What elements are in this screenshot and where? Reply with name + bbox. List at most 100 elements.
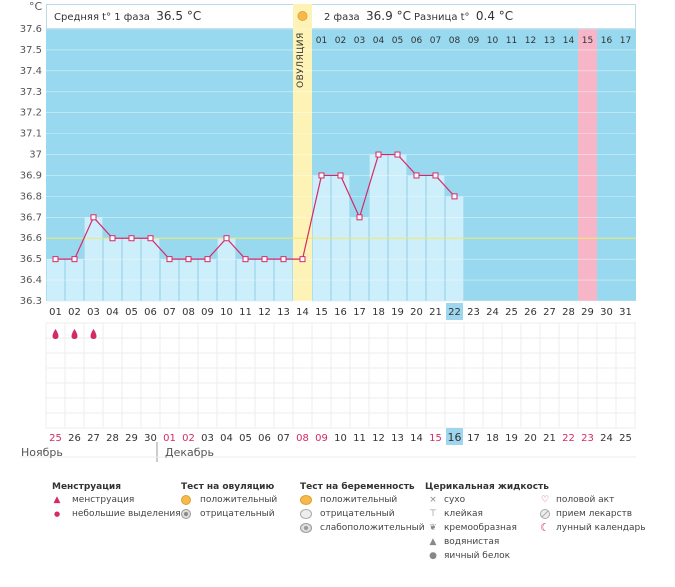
- cycle-day-label: 08: [182, 307, 195, 318]
- menstruation-drop-icon: [52, 329, 59, 339]
- month-december: Декабрь: [165, 446, 214, 459]
- legend-pregnancy-test-title: Тест на беременность: [300, 482, 415, 492]
- cycle-day-label: 09: [201, 307, 214, 318]
- temperature-point: [318, 172, 325, 179]
- legend-menstruation-title: Менструация: [52, 482, 121, 492]
- legend-item: положительный: [320, 495, 398, 505]
- legend-ovulation-test-title: Тест на овуляцию: [181, 482, 275, 492]
- y-tick-label: 36.9: [20, 170, 42, 181]
- phase2-day-label: 11: [506, 36, 517, 46]
- cycle-day-label: 02: [68, 307, 81, 318]
- cycle-day-label: 03: [87, 307, 100, 318]
- y-tick-label: 36.5: [20, 254, 42, 265]
- legend-item: слабоположительный: [320, 523, 425, 533]
- y-tick-label: 37.4: [20, 66, 42, 77]
- temperature-bar: [141, 237, 160, 302]
- cycle-day-label: 17: [353, 307, 366, 318]
- highlight-day-column: [578, 29, 597, 301]
- egg-white-icon: ●: [429, 551, 437, 561]
- difference-value: 0.4 °C: [475, 9, 514, 23]
- pill-icon: [540, 509, 550, 519]
- date-label: 20: [524, 433, 537, 444]
- cycle-day-label: 24: [486, 307, 499, 318]
- temperature-point: [147, 235, 154, 242]
- date-label: 24: [600, 433, 613, 444]
- legend-item: небольшие выделения: [72, 509, 181, 519]
- temperature-point: [280, 256, 287, 263]
- date-label: 19: [505, 433, 518, 444]
- phase2-day-label: 03: [354, 36, 365, 46]
- legend-item: лунный календарь: [556, 523, 646, 533]
- phase2-day-label: 01: [316, 36, 327, 46]
- difference-label: Разница t°: [414, 12, 470, 23]
- temperature-point: [299, 256, 306, 263]
- today-highlight: [446, 303, 463, 320]
- temperature-bar: [388, 154, 407, 302]
- menstruation-drop-icon: [71, 329, 78, 339]
- cycle-day-label: 10: [220, 307, 233, 318]
- cycle-day-label: 06: [144, 307, 157, 318]
- sticky-icon: ⊤: [429, 509, 437, 519]
- phase1-label: Средняя t° 1 фаза: [54, 12, 150, 23]
- date-label: 12: [372, 433, 385, 444]
- y-tick-label: 37.5: [20, 45, 42, 56]
- cycle-day-label: 30: [600, 307, 613, 318]
- pregnancy-weak-positive-icon: [300, 523, 312, 533]
- today-date-highlight: [446, 428, 463, 445]
- menstruation-icon: ▲: [53, 495, 61, 505]
- temperature-bar: [445, 196, 464, 302]
- date-label: 03: [201, 433, 214, 444]
- temperature-point: [337, 172, 344, 179]
- spotting-icon: ●: [53, 510, 61, 518]
- date-label: 28: [106, 433, 119, 444]
- phase2-day-label: 05: [392, 36, 403, 46]
- date-label: 17: [467, 433, 480, 444]
- legend-item: кремообразная: [444, 523, 517, 533]
- legend-item: клейкая: [444, 509, 483, 519]
- phase2-day-label: 06: [411, 36, 423, 46]
- temperature-point: [451, 193, 458, 200]
- cycle-day-label: 13: [277, 307, 290, 318]
- date-label: 14: [410, 433, 423, 444]
- cycle-day-label: 22: [448, 307, 461, 318]
- date-label: 29: [125, 433, 138, 444]
- temperature-line: [55, 153, 455, 260]
- phase2-day-label: 17: [620, 36, 631, 46]
- legend-item: отрицательный: [200, 509, 275, 519]
- cycle-day-label: 01: [49, 307, 62, 318]
- cycle-day-label: 29: [581, 307, 594, 318]
- legend-cervical-fluid-title: Церикальная жидкость: [425, 482, 549, 492]
- date-label: 22: [562, 433, 575, 444]
- cycle-day-label: 27: [543, 307, 556, 318]
- legend-item: менструация: [72, 495, 135, 505]
- cycle-day-label: 31: [619, 307, 632, 318]
- dry-icon: ×: [429, 495, 437, 505]
- phase1-average: Средняя t° 1 фаза 36.5 °C: [54, 9, 201, 23]
- cycle-day-label: 19: [391, 307, 404, 318]
- date-label: 01: [163, 433, 176, 444]
- watery-icon: ▲: [429, 537, 437, 547]
- cycle-day-label: 25: [505, 307, 518, 318]
- phase2-day-label: 09: [468, 36, 480, 46]
- legend-item: отрицательный: [320, 509, 395, 519]
- temperature-point: [52, 256, 59, 263]
- cycle-day-label: 28: [562, 307, 575, 318]
- menstruation-drop-icon: [90, 329, 97, 339]
- ovulation-column: [293, 4, 312, 301]
- temperature-point: [356, 214, 363, 221]
- y-tick-label: 36.6: [20, 233, 42, 244]
- creamy-icon: ❦: [429, 523, 437, 533]
- temperature-bar: [217, 237, 236, 302]
- legend-item: прием лекарств: [556, 509, 633, 519]
- date-label: 16: [448, 431, 462, 444]
- date-label: 25: [49, 433, 62, 444]
- phase2-value: 36.9 °C: [366, 9, 411, 23]
- legend-item: водянистая: [444, 537, 500, 547]
- heart-icon: ♡: [540, 495, 550, 505]
- temperature-point: [90, 214, 97, 221]
- date-label: 13: [391, 433, 404, 444]
- y-tick-label: 36.3: [20, 296, 42, 307]
- temperature-difference: Разница t° 0.4 °C: [414, 9, 513, 23]
- y-tick-label: 37.2: [20, 108, 42, 119]
- temperature-point: [128, 235, 135, 242]
